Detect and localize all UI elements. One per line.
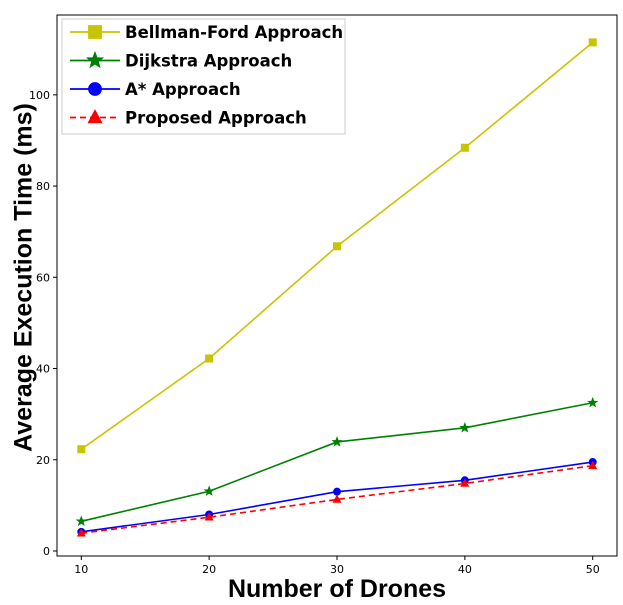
y-axis-label: Average Execution Time (ms)	[10, 103, 38, 452]
series-line-dijkstra-approach	[81, 401, 593, 523]
data-point-proposed-approach	[204, 512, 214, 521]
data-point-dijkstra-approach	[587, 396, 599, 408]
y-tick-label: 60	[36, 271, 50, 284]
data-point-bellman-ford-approach	[77, 445, 86, 454]
series-bellman-ford-approach	[77, 38, 597, 454]
x-tick-label: 40	[458, 563, 472, 576]
legend-box	[61, 18, 346, 135]
y-axis-ticks: 0 20 40 60 80 100	[29, 89, 57, 558]
y-tick-label: 100	[29, 89, 50, 102]
series-proposed-approach	[76, 460, 598, 537]
legend-label: Dijkstra Approach	[125, 52, 292, 71]
y-tick-label: 20	[36, 454, 50, 467]
x-tick-label: 10	[74, 563, 88, 576]
legend-marker	[88, 82, 102, 96]
data-point-bellman-ford-approach	[460, 143, 469, 152]
data-point-proposed-approach	[332, 494, 342, 503]
legend-marker	[85, 50, 105, 69]
data-point-bellman-ford-approach	[588, 38, 597, 47]
y-tick-label: 80	[36, 180, 50, 193]
y-tick-label: 0	[43, 545, 50, 558]
data-point-dijkstra-approach	[331, 436, 343, 447]
data-point-dijkstra-approach	[459, 422, 471, 433]
data-point-dijkstra-approach	[75, 515, 87, 527]
x-tick-label: 30	[330, 563, 344, 576]
data-point-proposed-approach	[460, 478, 470, 487]
legend-entry-proposed-approach: Proposed Approach	[70, 109, 307, 128]
legend-marker	[87, 109, 103, 124]
legend-label: Proposed Approach	[125, 109, 307, 128]
series-layer	[75, 38, 599, 537]
legend-entry-bellman-ford-approach: Bellman-Ford Approach	[70, 23, 343, 42]
y-tick-label: 40	[36, 363, 50, 376]
data-point-bellman-ford-approach	[332, 242, 341, 251]
axes: 10 20 30 40 50 0 20 40 60 80 100 Number of Drones…	[10, 14, 618, 603]
legend-entry-dijkstra-approach: Dijkstra Approach	[70, 50, 292, 71]
data-point-bellman-ford-approach	[205, 354, 214, 363]
legend-label: Bellman-Ford Approach	[125, 23, 343, 42]
legend-entry-a-approach: A* Approach	[70, 80, 241, 99]
x-tick-label: 20	[202, 563, 216, 576]
legend-marker	[88, 25, 102, 39]
series-line-proposed-approach	[81, 464, 593, 534]
x-tick-label: 50	[586, 563, 600, 576]
x-axis-ticks: 10 20 30 40 50	[74, 556, 600, 576]
data-point-a-approach	[332, 487, 341, 496]
data-point-proposed-approach	[588, 460, 598, 469]
data-point-proposed-approach	[76, 528, 86, 537]
data-point-dijkstra-approach	[203, 485, 215, 496]
series-dijkstra-approach	[75, 396, 599, 527]
legend-label: A* Approach	[125, 80, 241, 99]
legend: Bellman-Ford Approach Dijkstra Approach A*…	[61, 18, 346, 135]
x-axis-label: Number of Drones	[228, 575, 446, 603]
